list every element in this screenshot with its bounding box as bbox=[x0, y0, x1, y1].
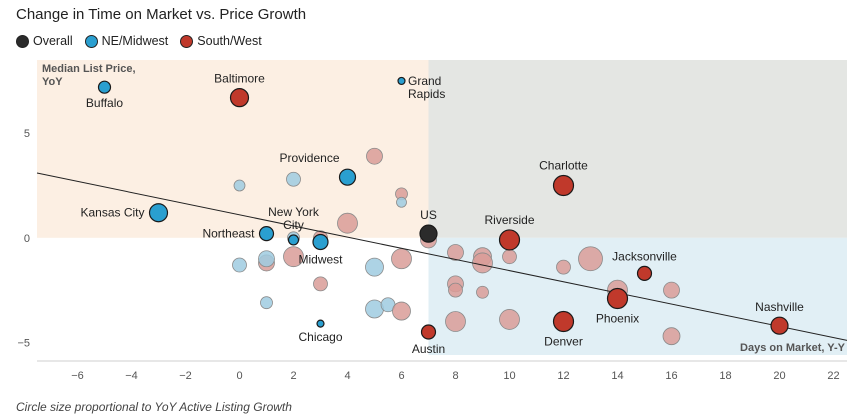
legend-label-overall: Overall bbox=[33, 34, 73, 48]
data-point bbox=[286, 171, 301, 187]
x-tick-label: 6 bbox=[398, 370, 404, 382]
data-point bbox=[445, 311, 466, 332]
data-point bbox=[391, 248, 412, 270]
point-label: US bbox=[420, 208, 437, 222]
x-tick-label: −4 bbox=[125, 370, 138, 382]
highlighted-point bbox=[148, 203, 169, 223]
point-label: Kansas City bbox=[80, 206, 144, 220]
data-point bbox=[283, 246, 304, 268]
legend-swatch-ne-midwest bbox=[84, 34, 98, 48]
point-label: New York City bbox=[268, 205, 320, 232]
chart-footnote: Circle size proportional to YoY Active L… bbox=[16, 400, 292, 414]
data-point bbox=[258, 250, 275, 268]
data-point bbox=[447, 244, 464, 261]
data-point bbox=[448, 282, 463, 298]
point-label: Denver bbox=[544, 335, 583, 349]
highlighted-point bbox=[419, 224, 438, 243]
x-tick-label: 2 bbox=[290, 370, 296, 382]
scatter-chart: −5 0 5 −6 −4 −2 0 2 4 6 8 10 12 14 16 18 20 22 Median List… bbox=[17, 60, 848, 382]
legend-item-south-west: South/West bbox=[180, 34, 262, 48]
highlighted-point bbox=[287, 234, 300, 246]
highlighted-point bbox=[397, 76, 406, 86]
x-tick-label: 8 bbox=[452, 370, 458, 382]
highlighted-point bbox=[552, 310, 575, 333]
x-tick-label: −6 bbox=[71, 370, 84, 382]
highlighted-point bbox=[498, 229, 521, 251]
point-label: Grand Rapids bbox=[408, 74, 445, 101]
region-upper-right bbox=[428, 60, 847, 238]
data-point bbox=[233, 179, 246, 192]
data-point bbox=[365, 257, 384, 277]
highlighted-point bbox=[312, 233, 329, 251]
x-tick-label: 16 bbox=[665, 370, 677, 382]
y-tick-label: 0 bbox=[24, 233, 30, 245]
point-label: Chicago bbox=[298, 330, 342, 344]
data-point bbox=[396, 196, 407, 208]
point-label: Riverside bbox=[484, 213, 534, 227]
x-tick-label: 18 bbox=[719, 370, 731, 382]
highlighted-point bbox=[316, 319, 325, 328]
point-label: Phoenix bbox=[596, 312, 639, 326]
chart-title: Change in Time on Market vs. Price Growt… bbox=[16, 6, 307, 23]
trend-line bbox=[36, 172, 848, 341]
data-point bbox=[260, 296, 273, 310]
data-point bbox=[578, 246, 603, 272]
x-tick-label: 12 bbox=[557, 370, 569, 382]
data-point bbox=[232, 257, 247, 273]
data-point bbox=[365, 299, 384, 319]
highlighted-point bbox=[606, 287, 629, 310]
y-tick-label: −5 bbox=[17, 337, 30, 349]
point-label: Midwest bbox=[298, 253, 343, 267]
point-label: Buffalo bbox=[86, 96, 123, 110]
x-tick-label: 20 bbox=[773, 370, 785, 382]
legend-swatch-overall bbox=[16, 34, 29, 48]
region-lower-right bbox=[428, 237, 847, 355]
data-point bbox=[366, 147, 383, 165]
data-point bbox=[663, 281, 680, 299]
data-point bbox=[476, 285, 489, 299]
legend-item-ne-midwest: NE/Midwest bbox=[84, 34, 169, 48]
x-tick-label: 0 bbox=[236, 370, 242, 382]
y-tick-label: 5 bbox=[24, 128, 30, 140]
point-label: Austin bbox=[412, 342, 445, 356]
data-point bbox=[472, 252, 493, 274]
data-point bbox=[502, 249, 517, 265]
x-tick-label: 22 bbox=[827, 370, 839, 382]
highlighted-point bbox=[770, 316, 789, 335]
legend: Overall NE/Midwest South/West bbox=[16, 34, 274, 48]
highlighted-point bbox=[338, 168, 357, 186]
x-tick-label: 14 bbox=[611, 370, 623, 382]
legend-label-ne-midwest: NE/Midwest bbox=[101, 34, 169, 48]
point-label: Northeast bbox=[202, 227, 255, 241]
highlighted-point bbox=[97, 80, 112, 94]
data-point bbox=[499, 309, 520, 330]
point-label: Jacksonville bbox=[612, 249, 677, 263]
point-label: Nashville bbox=[755, 300, 804, 314]
point-label: Charlotte bbox=[539, 159, 588, 173]
highlighted-point bbox=[552, 174, 575, 197]
y-axis-label: Median List Price, YoY bbox=[42, 63, 136, 88]
data-point bbox=[662, 327, 681, 346]
highlighted-point bbox=[420, 324, 437, 340]
x-axis-label: Days on Market, Y-Y bbox=[740, 342, 846, 354]
highlighted-point bbox=[258, 226, 275, 242]
highlighted-point bbox=[636, 265, 653, 282]
data-point bbox=[556, 259, 571, 275]
x-tick-label: 10 bbox=[503, 370, 515, 382]
x-tick-label: −2 bbox=[179, 370, 192, 382]
data-point bbox=[392, 301, 411, 321]
highlighted-point bbox=[229, 88, 250, 108]
legend-label-south-west: South/West bbox=[197, 34, 262, 48]
data-point bbox=[313, 276, 328, 292]
legend-swatch-south-west bbox=[180, 34, 194, 48]
x-tick-label: 4 bbox=[344, 370, 350, 382]
point-label: Providence bbox=[279, 151, 339, 165]
point-label: Baltimore bbox=[214, 72, 265, 86]
legend-item-overall: Overall bbox=[16, 34, 73, 48]
data-point bbox=[337, 212, 358, 234]
